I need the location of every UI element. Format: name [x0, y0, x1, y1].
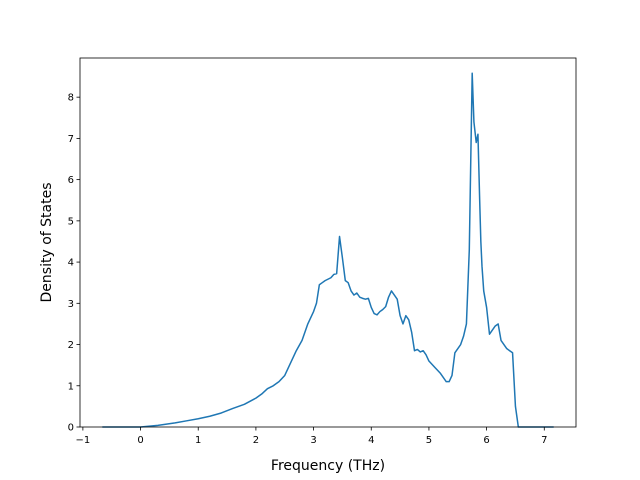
x-tick-label: −1 — [76, 435, 91, 446]
x-tick-label: 7 — [541, 435, 547, 446]
y-tick-label: 6 — [68, 175, 74, 186]
x-tick-label: 2 — [253, 435, 259, 446]
x-tick-label: 6 — [483, 435, 489, 446]
y-tick-label: 8 — [68, 93, 74, 104]
axes-frame — [79, 57, 577, 428]
y-axis-label: Density of States — [39, 183, 55, 303]
y-tick-label: 5 — [68, 216, 74, 227]
plot-area — [102, 72, 554, 428]
x-tick-label: 4 — [368, 435, 374, 446]
y-tick-label: 2 — [68, 340, 74, 351]
x-axis-label: Frequency (THz) — [271, 458, 385, 474]
dos-series-line — [102, 72, 554, 428]
x-tick-label: 1 — [195, 435, 201, 446]
y-axis: 0 1 2 3 4 5 6 7 8 — [68, 93, 80, 434]
y-tick-label: 4 — [68, 258, 74, 269]
y-tick-label: 1 — [68, 381, 74, 392]
y-tick-label: 0 — [68, 423, 74, 434]
x-tick-label: 0 — [137, 435, 143, 446]
x-tick-label: 3 — [310, 435, 316, 446]
x-axis: −1 0 1 2 3 4 5 6 7 — [76, 427, 547, 446]
y-tick-label: 7 — [68, 134, 74, 145]
y-tick-label: 3 — [68, 299, 74, 310]
x-tick-label: 5 — [426, 435, 432, 446]
